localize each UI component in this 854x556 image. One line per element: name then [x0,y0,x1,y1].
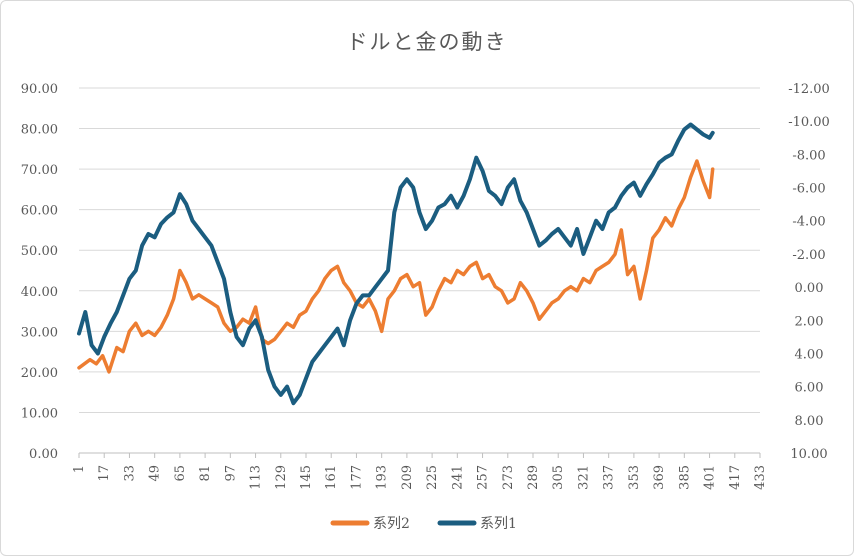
x-tick-label: 305 [551,465,566,490]
legend-label-series2: 系列2 [373,516,410,532]
x-tick-label: 193 [375,465,390,490]
x-tick-label: 113 [249,465,264,490]
x-tick-label: 241 [450,465,465,490]
x-tick-label: 369 [652,465,667,490]
x-tick-label: 81 [198,465,213,482]
right-tick-label: 4.00 [795,347,824,362]
x-tick-label: 321 [576,465,591,490]
series-line-系列1 [77,122,715,406]
left-tick-label: 50.00 [21,244,58,259]
x-tick-label: 161 [324,465,339,490]
right-tick-label: -12.00 [788,82,830,97]
x-tick-label: 33 [122,465,137,482]
x-tick-label: 177 [349,465,364,490]
left-tick-label: 30.00 [21,325,58,340]
gridlines [79,87,760,454]
right-tick-label: -2.00 [792,248,825,263]
x-tick-label: 385 [677,465,692,490]
right-tick-label: -8.00 [792,148,825,163]
series-lines [77,122,715,406]
left-tick-label: 20.00 [21,366,58,381]
right-tick-label: -6.00 [792,182,825,197]
left-tick-label: 90.00 [21,82,58,97]
x-tick-label: 225 [425,465,440,490]
legend: 系列2 系列1 [330,516,517,532]
right-axis-ticks: 10.00 8.00 6.00 4.00 2.00 0.00 -2.00 -4.00 -6.00… [788,82,830,462]
x-tick-label: 65 [173,465,188,482]
x-tick-label: 129 [274,465,289,490]
right-tick-label: 6.00 [795,381,824,396]
legend-label-series1: 系列1 [480,516,517,532]
x-tick-label: 337 [602,465,617,490]
x-tick-label: 1 [72,465,87,473]
x-tick-label: 273 [501,465,516,490]
x-tick-label: 433 [753,465,768,490]
chart-title: ドルと金の動き [347,30,508,54]
right-tick-label: 0.00 [795,281,824,296]
x-tick-label: 97 [223,465,238,482]
left-tick-label: 10.00 [21,406,58,421]
x-tick-label: 49 [148,465,163,482]
series-line-系列2 [77,159,715,374]
x-axis-ticks: 1 17 33 49 65 81 97 113 129 145 161 177 193 209 225 241… [72,453,768,490]
x-tick-label: 289 [526,465,541,490]
right-tick-label: 10.00 [790,447,827,462]
left-tick-label: 60.00 [21,204,58,219]
left-tick-label: 0.00 [29,447,58,462]
left-tick-label: 40.00 [21,285,58,300]
left-tick-label: 70.00 [21,163,58,178]
x-tick-label: 257 [476,465,491,490]
x-tick-label: 145 [299,465,314,490]
left-tick-label: 80.00 [21,123,58,138]
left-axis-ticks: 0.00 10.00 20.00 30.00 40.00 50.00 60.00 70.00 8… [21,82,58,462]
x-tick-label: 17 [97,465,112,482]
right-tick-label: -10.00 [788,115,830,130]
x-tick-label: 417 [728,465,743,490]
right-tick-label: 8.00 [795,414,824,429]
right-tick-label: -4.00 [792,215,825,230]
x-tick-label: 209 [400,465,415,490]
right-tick-label: 2.00 [795,314,824,329]
x-tick-label: 401 [703,465,718,490]
x-tick-label: 353 [627,465,642,490]
